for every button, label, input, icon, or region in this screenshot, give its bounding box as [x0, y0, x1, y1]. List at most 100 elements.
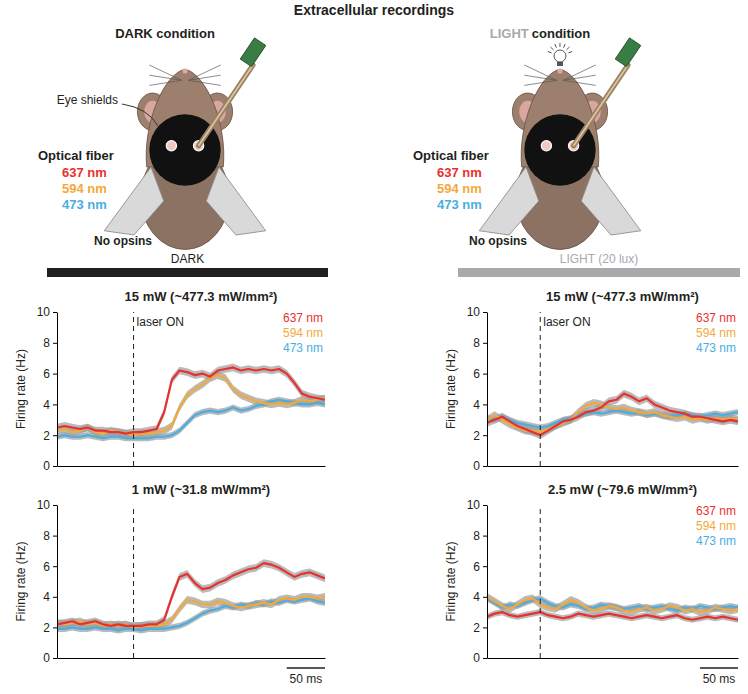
optical-fiber-core	[574, 65, 628, 146]
y-tick-label: 8	[43, 529, 50, 543]
y-axis: 0246810	[37, 305, 58, 473]
y-axis-title: Firing rate (Hz)	[444, 541, 458, 621]
error-band	[57, 595, 325, 633]
y-tick-label: 4	[43, 590, 50, 604]
mouse-drawing	[104, 38, 266, 250]
y-tick-label: 0	[473, 459, 480, 473]
y-tick: 8	[473, 529, 487, 543]
fiber-connector	[615, 38, 641, 67]
series-line	[487, 612, 738, 620]
y-tick-label: 10	[37, 498, 51, 512]
plot-area	[57, 312, 325, 466]
y-tick-label: 8	[473, 529, 480, 543]
error-band	[487, 390, 738, 439]
light-ray	[567, 47, 570, 50]
y-tick: 4	[43, 590, 57, 604]
y-tick-label: 10	[467, 498, 481, 512]
y-tick-mark	[53, 343, 57, 344]
series-line	[57, 367, 325, 433]
y-tick-label: 0	[473, 651, 480, 665]
chart-title: 2.5 mW (~79.6 mW/mm²)	[548, 482, 697, 497]
y-tick-label: 8	[43, 336, 50, 350]
y-tick-label: 2	[43, 429, 50, 443]
y-axis-title: Firing rate (Hz)	[14, 349, 28, 429]
laser-onset-line	[133, 505, 134, 658]
y-tick-mark	[483, 505, 487, 506]
optical-fiber	[199, 65, 253, 146]
fiber-label: Optical fiber	[413, 148, 489, 163]
y-tick-mark	[53, 536, 57, 537]
y-tick: 10	[37, 498, 57, 512]
plot-area	[487, 505, 738, 658]
y-axis: 0246810	[37, 498, 58, 665]
y-tick: 6	[473, 560, 487, 574]
y-axis-line	[57, 313, 58, 467]
head-holder	[206, 167, 266, 235]
mouse-whisker	[563, 75, 595, 80]
laser-onset-line	[133, 312, 134, 466]
mouse-whisker	[149, 75, 181, 80]
y-tick-label: 10	[37, 305, 51, 319]
eye-shield-pointer	[122, 104, 158, 126]
condition-title-part: condition	[532, 26, 591, 41]
y-tick: 2	[43, 429, 57, 443]
laser-onset-label: laser ON	[137, 315, 184, 329]
light-ray	[568, 52, 572, 53]
mouse-eye	[166, 141, 176, 151]
plot-area	[57, 505, 325, 658]
mouse-whisker	[188, 80, 220, 85]
series-line	[57, 375, 325, 435]
y-tick-mark	[483, 566, 487, 567]
y-tick: 8	[43, 529, 57, 543]
optical-fiber-core	[199, 65, 253, 146]
condition-title: DARK condition	[115, 26, 215, 41]
light-ray	[551, 47, 554, 50]
y-axis-line	[487, 506, 488, 659]
y-tick: 2	[43, 621, 57, 635]
laser-onset-label: laser ON	[543, 315, 590, 329]
y-tick-mark	[53, 627, 57, 628]
figure-title: Extracellular recordings	[294, 2, 455, 18]
legend-entry: 594 nm	[696, 326, 736, 340]
y-tick: 6	[473, 367, 487, 381]
y-tick-mark	[483, 435, 487, 436]
y-tick: 6	[43, 367, 57, 381]
y-tick: 4	[473, 398, 487, 412]
legend-entry: 594 nm	[283, 326, 323, 340]
mouse-whisker	[524, 80, 556, 85]
y-tick-mark	[483, 658, 487, 659]
y-tick: 4	[473, 590, 487, 604]
series-line	[487, 394, 738, 436]
mouse-nose	[557, 68, 562, 73]
y-tick: 10	[467, 498, 487, 512]
y-tick-mark	[53, 374, 57, 375]
optical-fiber	[574, 65, 628, 146]
x-axis	[488, 658, 739, 659]
y-axis: 0246810	[467, 305, 488, 473]
bulb-base	[557, 62, 563, 66]
error-band	[57, 364, 325, 438]
y-tick-label: 2	[473, 429, 480, 443]
legend-entry: 637 nm	[696, 504, 736, 518]
light-ray	[548, 52, 552, 53]
setup-panel: DARK conditionEye shieldsOptical fiber63…	[38, 26, 328, 277]
error-band	[57, 559, 325, 629]
y-tick-label: 2	[473, 621, 480, 635]
y-tick-mark	[483, 374, 487, 375]
scale-bar-label: 50 ms	[703, 672, 736, 686]
chart-title: 1 mW (~31.8 mW/mm²)	[132, 482, 270, 497]
y-tick-mark	[53, 404, 57, 405]
y-tick-mark	[53, 505, 57, 506]
chart-panel: 0246810Firing rate (Hz)1 mW (~31.8 mW/mm…	[14, 482, 326, 686]
condition-bar-label: LIGHT (20 lux)	[560, 252, 638, 266]
series-line	[57, 598, 325, 630]
chart-title: 15 mW (~477.3 mW/mm²)	[125, 289, 278, 304]
x-axis	[58, 658, 326, 659]
y-tick: 0	[43, 651, 57, 665]
y-tick: 8	[473, 336, 487, 350]
light-bulb	[548, 43, 572, 66]
x-axis-line	[488, 466, 739, 467]
mouse-whisker	[524, 75, 556, 80]
head-holder	[581, 167, 641, 235]
y-axis-line	[57, 506, 58, 659]
